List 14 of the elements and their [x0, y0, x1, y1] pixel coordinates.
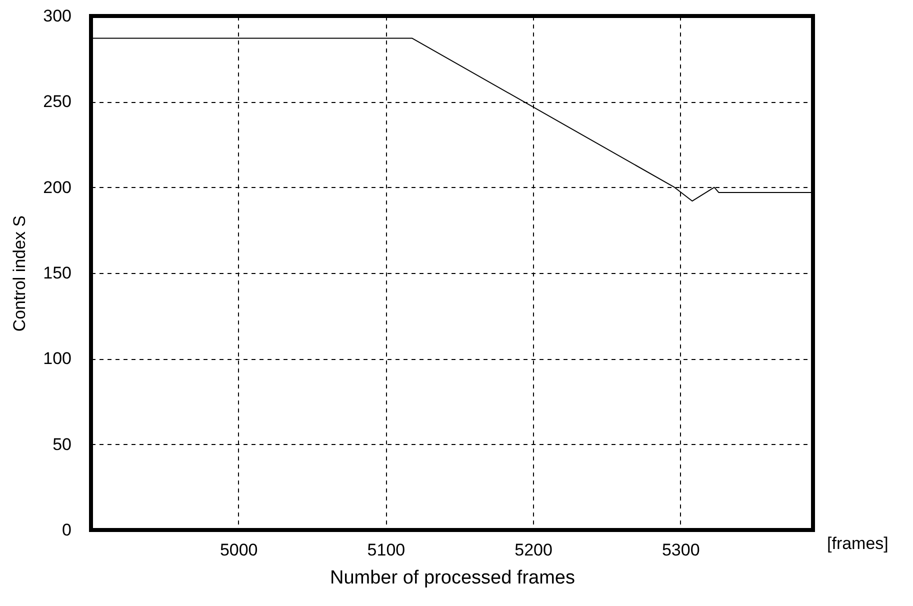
- y-tick-label: 150: [43, 264, 72, 282]
- y-tick-label: 200: [43, 178, 72, 197]
- x-axis-title: Number of processed frames: [330, 568, 575, 588]
- y-tick-label: 50: [52, 434, 72, 454]
- y-tick-label: 300: [43, 6, 72, 26]
- x-tick-label: 5300: [662, 540, 700, 560]
- x-tick-label: 5200: [514, 540, 552, 560]
- text: [frames]: [827, 534, 888, 553]
- y-tick-label: 0: [62, 520, 72, 540]
- y-axis-title: Control index S: [10, 215, 30, 332]
- x-tick-label: 5100: [367, 540, 406, 560]
- x-tick-label: 5000: [220, 540, 258, 560]
- y-tick-label: 250: [43, 92, 72, 112]
- y-tick-label: 100: [43, 349, 72, 368]
